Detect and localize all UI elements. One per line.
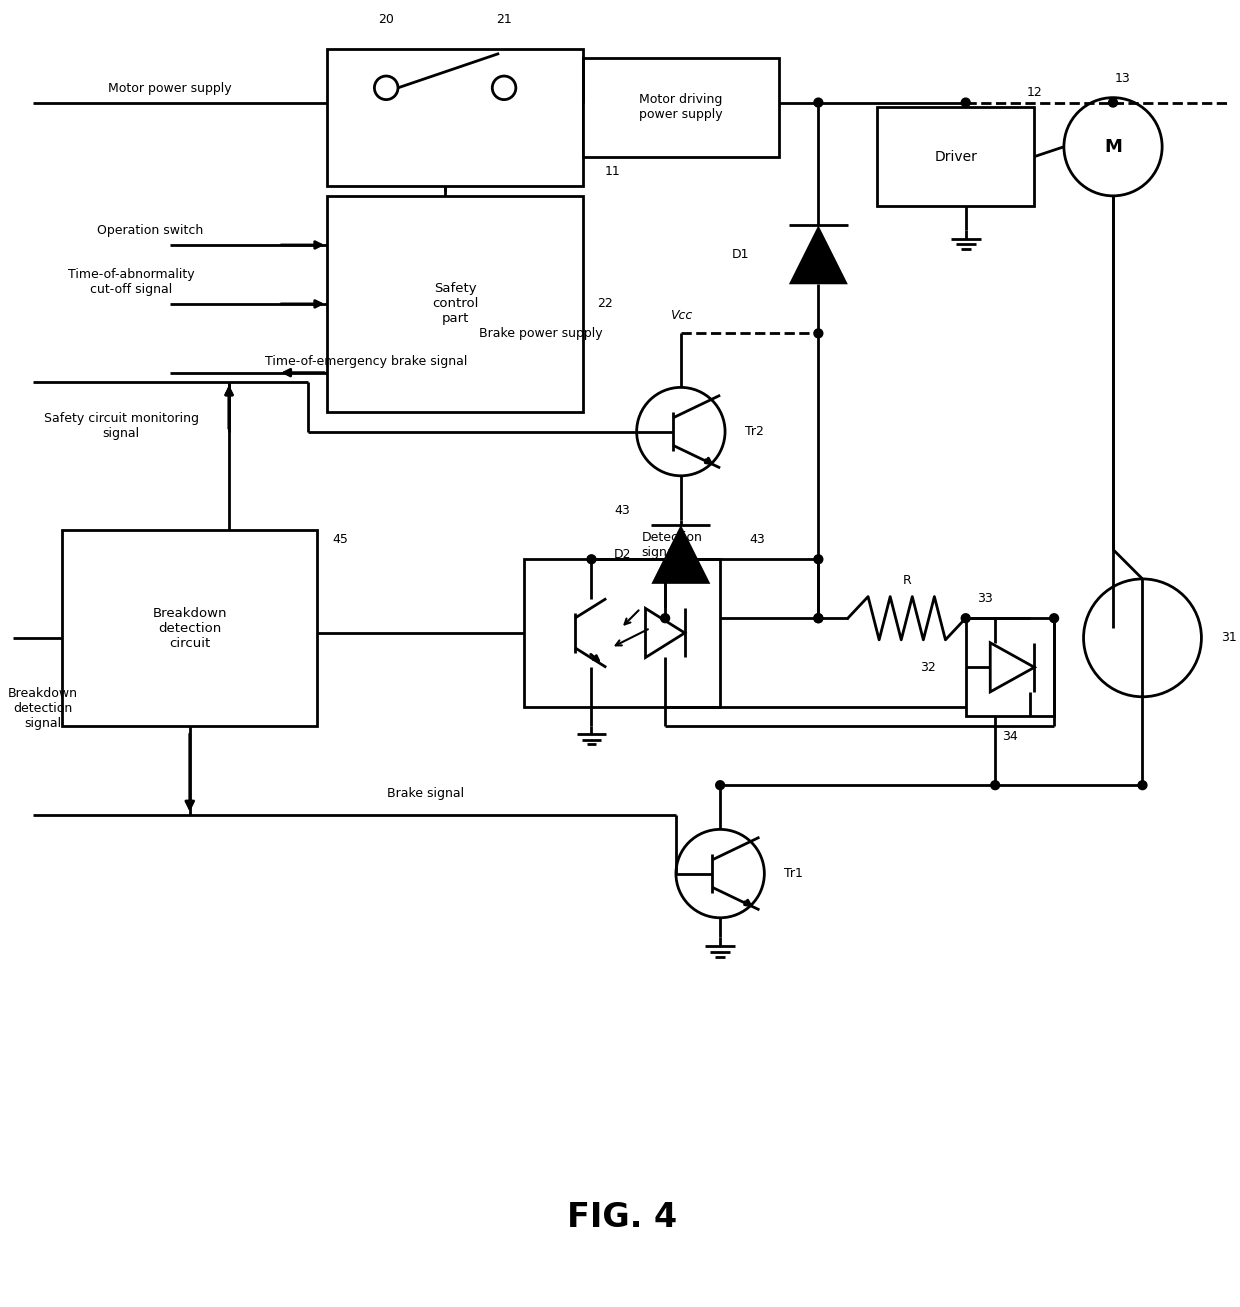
Circle shape — [961, 98, 970, 107]
Circle shape — [661, 614, 670, 622]
Text: R: R — [903, 574, 911, 587]
Text: D2: D2 — [614, 548, 631, 561]
Circle shape — [1109, 98, 1117, 107]
Text: Breakdown
detection
circuit: Breakdown detection circuit — [153, 606, 227, 650]
Bar — [523, 559, 720, 707]
Text: 43: 43 — [614, 503, 630, 516]
Circle shape — [813, 329, 823, 337]
Text: 33: 33 — [977, 592, 993, 605]
Text: Time-of-emergency brake signal: Time-of-emergency brake signal — [265, 354, 467, 367]
Circle shape — [813, 555, 823, 563]
Text: 13: 13 — [1115, 72, 1131, 85]
Bar — [62, 529, 317, 727]
Text: 43: 43 — [750, 533, 765, 546]
Text: Brake power supply: Brake power supply — [479, 327, 603, 340]
Text: Safety
control
part: Safety control part — [432, 282, 479, 325]
Text: 21: 21 — [496, 13, 512, 26]
Bar — [327, 48, 583, 186]
Circle shape — [813, 614, 823, 622]
Circle shape — [715, 780, 724, 789]
Text: FIG. 4: FIG. 4 — [567, 1201, 677, 1234]
Text: Time-of-abnormality
cut-off signal: Time-of-abnormality cut-off signal — [67, 268, 195, 297]
Text: 31: 31 — [1221, 631, 1236, 644]
Text: D1: D1 — [732, 248, 750, 261]
Text: Motor driving
power supply: Motor driving power supply — [639, 94, 723, 122]
Text: 12: 12 — [1027, 86, 1043, 99]
Circle shape — [1138, 780, 1147, 789]
Text: Operation switch: Operation switch — [98, 223, 203, 237]
Circle shape — [1050, 614, 1059, 622]
Text: 20: 20 — [378, 13, 394, 26]
Bar — [966, 618, 1054, 716]
Text: Vcc: Vcc — [670, 310, 692, 323]
Text: Safety circuit monitoring
signal: Safety circuit monitoring signal — [43, 412, 198, 440]
Polygon shape — [789, 225, 848, 284]
Text: Tr1: Tr1 — [784, 867, 802, 880]
Text: Breakdown
detection
signal: Breakdown detection signal — [7, 687, 77, 729]
Text: 11: 11 — [604, 165, 620, 178]
Circle shape — [991, 780, 999, 789]
Bar — [583, 59, 779, 157]
Text: 22: 22 — [598, 298, 613, 310]
Text: 34: 34 — [1002, 729, 1018, 742]
Text: 32: 32 — [920, 661, 936, 674]
Circle shape — [961, 614, 970, 622]
Text: Brake signal: Brake signal — [387, 787, 464, 800]
Text: Motor power supply: Motor power supply — [108, 82, 232, 94]
Circle shape — [813, 614, 823, 622]
Bar — [877, 107, 1034, 205]
Bar — [327, 196, 583, 412]
Text: Driver: Driver — [935, 149, 977, 163]
Text: Tr2: Tr2 — [745, 425, 764, 438]
Circle shape — [813, 98, 823, 107]
Text: Detection
signal: Detection signal — [641, 531, 702, 558]
Text: M: M — [1104, 137, 1122, 156]
Text: 45: 45 — [332, 533, 348, 546]
Circle shape — [587, 555, 596, 563]
Polygon shape — [651, 525, 711, 584]
